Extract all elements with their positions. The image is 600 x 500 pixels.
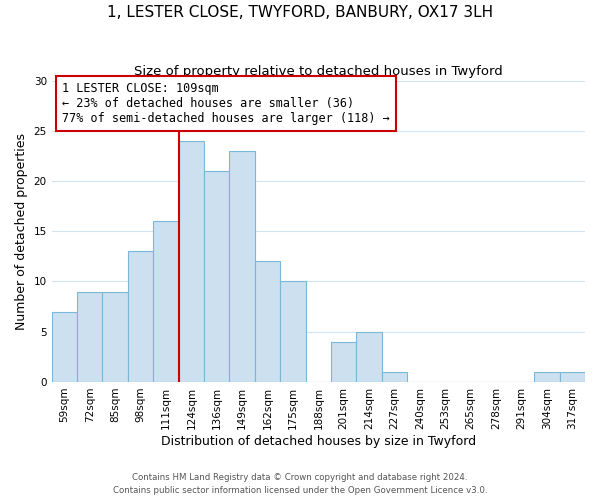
Bar [52, 312, 77, 382]
Bar [331, 342, 356, 382]
Bar [534, 372, 560, 382]
Bar [280, 282, 305, 382]
Bar [382, 372, 407, 382]
Bar [179, 141, 204, 382]
Bar [153, 221, 179, 382]
Y-axis label: Number of detached properties: Number of detached properties [15, 133, 28, 330]
Text: 1, LESTER CLOSE, TWYFORD, BANBURY, OX17 3LH: 1, LESTER CLOSE, TWYFORD, BANBURY, OX17 … [107, 5, 493, 20]
Text: Contains HM Land Registry data © Crown copyright and database right 2024.
Contai: Contains HM Land Registry data © Crown c… [113, 474, 487, 495]
Title: Size of property relative to detached houses in Twyford: Size of property relative to detached ho… [134, 65, 503, 78]
Bar [128, 252, 153, 382]
Bar [103, 292, 128, 382]
Text: 1 LESTER CLOSE: 109sqm
← 23% of detached houses are smaller (36)
77% of semi-det: 1 LESTER CLOSE: 109sqm ← 23% of detached… [62, 82, 390, 125]
Bar [204, 171, 229, 382]
X-axis label: Distribution of detached houses by size in Twyford: Distribution of detached houses by size … [161, 434, 476, 448]
Bar [77, 292, 103, 382]
Bar [229, 151, 255, 382]
Bar [356, 332, 382, 382]
Bar [560, 372, 585, 382]
Bar [255, 262, 280, 382]
